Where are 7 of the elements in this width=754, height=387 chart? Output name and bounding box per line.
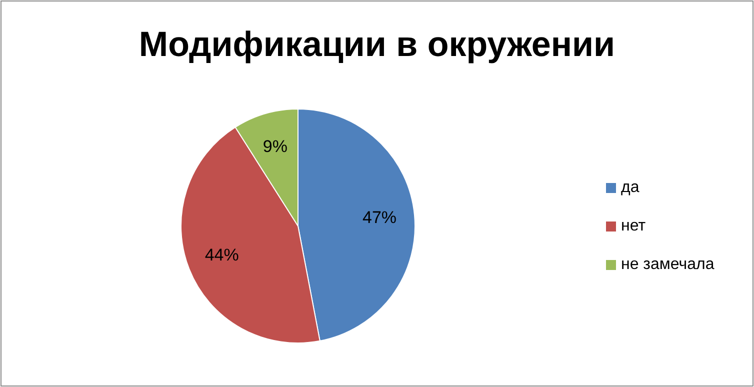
chart-title: Модификации в окружении (138, 25, 616, 64)
legend-label: нет (621, 218, 646, 235)
legend-label: да (621, 179, 640, 196)
legend-label: не замечала (621, 256, 714, 274)
data-label: 47% (362, 208, 397, 227)
data-label: 9% (262, 136, 288, 156)
data-label: 44% (204, 246, 239, 265)
